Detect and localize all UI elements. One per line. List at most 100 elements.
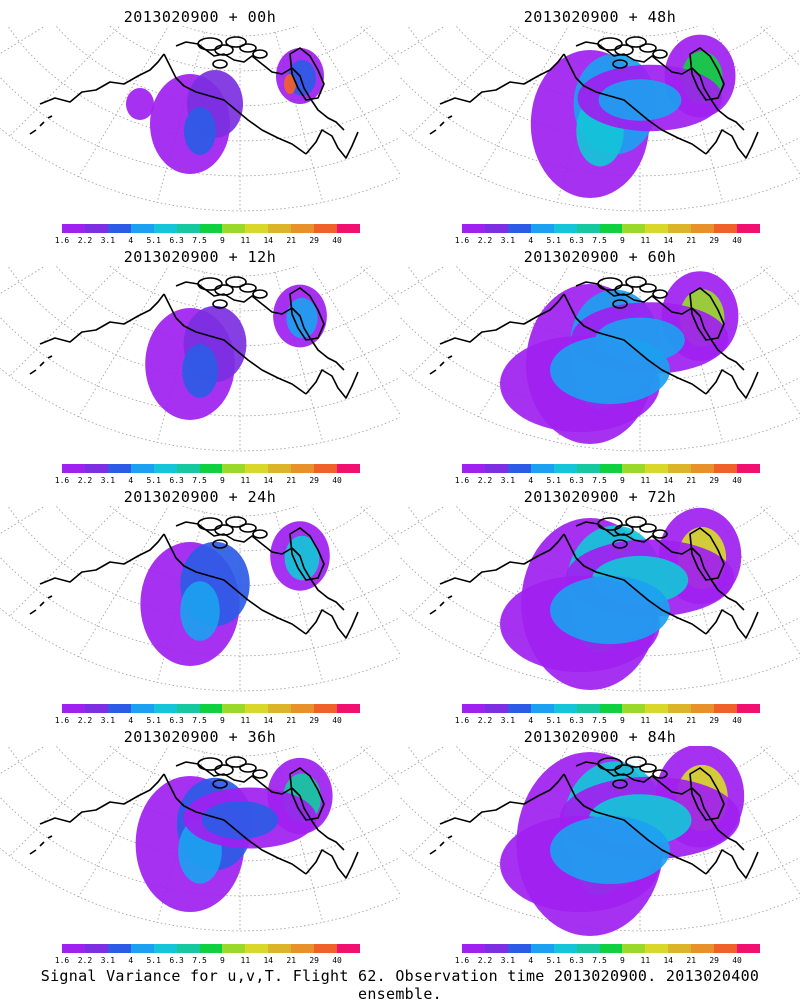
- colorbar-tick-label: 40: [332, 236, 342, 245]
- polar-map: [400, 506, 800, 692]
- meridian-line: [362, 266, 400, 322]
- colorbar-tick-label: 40: [732, 716, 742, 725]
- colorbar-labels: 1.6 2.2 3.1 4 5.1 6.3 7.5 9 11 14 21 29 40: [55, 236, 360, 246]
- colorbar-swatch: [107, 704, 131, 713]
- colorbar-swatch: [314, 464, 338, 473]
- meridian-line: [762, 266, 800, 322]
- colorbar-tick-label: 11: [640, 476, 651, 485]
- colorbar-tick-label: 2.2: [477, 716, 493, 725]
- island-outline: [239, 763, 257, 773]
- colorbar-swatch: [314, 704, 338, 713]
- meridian-line: [400, 506, 446, 535]
- coastline-segment: [691, 547, 745, 611]
- colorbar-swatch: [268, 464, 292, 473]
- latitude-line: [581, 746, 699, 757]
- latitude-line: [109, 266, 371, 312]
- forecast-panel: 2013020900 + 60h 1.6 2.2 3.1 4 5.1 6.3 7.5 9 11 14…: [400, 240, 800, 485]
- colorbar-tick-label: 2.2: [77, 236, 93, 245]
- island-outline: [252, 289, 268, 299]
- colorbar-swatch: [291, 464, 315, 473]
- colorbar-swatch: [507, 704, 531, 713]
- colorbar-swatch: [599, 704, 623, 713]
- colorbar-labels: 1.6 2.2 3.1 4 5.1 6.3 7.5 9 11 14 21 29 40: [55, 716, 360, 726]
- colorbar-tick-label: 21: [286, 236, 297, 245]
- coastline-segment: [39, 773, 165, 825]
- meridian-line: [359, 26, 400, 67]
- coastline-segment: [291, 547, 345, 611]
- colorbar-tick-label: 7.5: [192, 716, 207, 725]
- island-outline: [197, 757, 223, 771]
- colorbar-swatch: [645, 224, 669, 233]
- colorbar-labels: 1.6 2.2 3.1 4 5.1 6.3 7.5 9 11 14 21 29 40: [55, 956, 360, 966]
- coastline-segment: [563, 53, 707, 155]
- coastline: [29, 756, 359, 879]
- colorbar-tick-label: 9: [220, 716, 225, 725]
- meridian-line: [0, 746, 46, 775]
- meridian-line: [362, 26, 400, 82]
- colorbar-tick-label: 3.1: [500, 236, 516, 245]
- island-outline: [652, 49, 668, 59]
- meridian-line: [359, 506, 400, 547]
- island-outline: [597, 517, 623, 531]
- colorbar-swatch: [714, 944, 738, 953]
- coastline-segment: [689, 287, 725, 341]
- panel-title: 2013020900 + 12h: [123, 248, 277, 266]
- colorbar-swatch: [622, 944, 646, 953]
- colorbar-tick-label: 40: [332, 476, 342, 485]
- latitude-line: [181, 26, 299, 37]
- latitude-line: [181, 266, 299, 277]
- island-outline: [597, 757, 623, 771]
- colorbar-tick-label: 1.6: [54, 716, 70, 725]
- colorbar-swatch: [530, 944, 554, 953]
- colorbar-tick-label: 6.3: [169, 716, 184, 725]
- variance-contour: [180, 581, 220, 641]
- coastline: [429, 36, 759, 159]
- variance-field: [500, 271, 739, 444]
- meridian-line: [400, 746, 446, 775]
- colorbar-swatch: [153, 224, 177, 233]
- colorbar-tick-label: 14: [263, 236, 274, 245]
- colorbar-tick-label: 3.1: [100, 476, 116, 485]
- colorbar-tick-label: 40: [732, 236, 742, 245]
- island-outline: [214, 284, 234, 296]
- panel-title: 2013020900 + 00h: [123, 8, 277, 26]
- meridian-line: [400, 266, 446, 295]
- coastline-segment: [705, 609, 759, 639]
- colorbar-tick-label: 3.1: [100, 716, 116, 725]
- variance-contour: [126, 88, 154, 120]
- colorbar: [62, 704, 360, 713]
- colorbar-swatch: [107, 224, 131, 233]
- coastline-segment: [305, 369, 359, 399]
- colorbar-swatch: [107, 464, 131, 473]
- colorbar-tick-label: 1.6: [54, 236, 70, 245]
- island-outline: [614, 44, 634, 56]
- meridian-line: [759, 746, 800, 787]
- colorbar-tick-label: 29: [309, 956, 319, 965]
- colorbar-swatch: [176, 464, 200, 473]
- colorbar-tick-label: 21: [686, 236, 697, 245]
- colorbar-swatch: [714, 224, 738, 233]
- island-outline: [214, 764, 234, 776]
- colorbar-tick-label: 7.5: [192, 956, 207, 965]
- colorbar-swatch: [737, 944, 760, 953]
- variance-contour: [550, 336, 670, 404]
- forecast-panel: 2013020900 + 12h 1.6 2.2 3.1 4 5.1 6.3 7.5 9 11 14…: [0, 240, 400, 485]
- latitude-line: [0, 556, 400, 657]
- colorbar-tick-label: 6.3: [569, 716, 584, 725]
- colorbar-swatch: [314, 224, 338, 233]
- colorbar: [462, 464, 760, 473]
- colorbar-swatch: [84, 224, 108, 233]
- island-outline: [625, 36, 647, 48]
- variance-contour: [184, 107, 216, 155]
- panel-title: 2013020900 + 84h: [523, 728, 677, 746]
- colorbar-tick-label: 2.2: [77, 956, 93, 965]
- colorbar-tick-label: 14: [263, 476, 274, 485]
- colorbar-swatch: [84, 464, 108, 473]
- coastline-segment: [289, 527, 325, 581]
- colorbar-swatch: [153, 704, 177, 713]
- colorbar-swatch: [268, 704, 292, 713]
- colorbar-tick-label: 7.5: [592, 956, 607, 965]
- island-outline: [239, 43, 257, 53]
- colorbar-swatch: [714, 464, 738, 473]
- colorbar-swatch: [530, 704, 554, 713]
